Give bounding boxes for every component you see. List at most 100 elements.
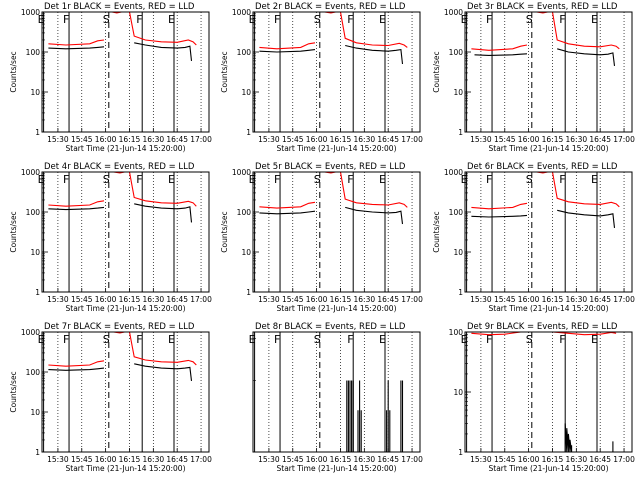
event-marker-label: F: [63, 13, 69, 26]
plot-frame: [464, 171, 633, 293]
x-tick-label: 16:30: [143, 295, 165, 304]
x-tick-label: 16:15: [330, 295, 352, 304]
plot-frame: [41, 331, 210, 453]
y-tick-label: 10: [30, 248, 40, 257]
event-marker-label: F: [347, 333, 353, 346]
x-axis-label: Start Time (21-Jun-14 15:20:00): [66, 144, 186, 153]
x-tick-label: 15:30: [47, 135, 69, 144]
event-marker-label: F: [559, 333, 565, 346]
plot-frame: [41, 11, 210, 133]
x-tick-label: 15:30: [470, 295, 492, 304]
events-series-line: [134, 42, 193, 61]
y-axis-label: Counts/sec: [432, 51, 441, 92]
lld-series-line: [471, 44, 528, 51]
lld-series-line: [551, 11, 620, 50]
chart-title: Det 5r BLACK = Events, RED = LLD: [255, 162, 406, 172]
x-tick-label: 16:00: [518, 295, 540, 304]
lld-series-line: [128, 11, 197, 46]
event-marker-label: E: [379, 173, 386, 186]
event-marker-label: E: [168, 333, 175, 346]
y-tick-label: 1: [458, 448, 463, 457]
x-tick-label: 16:30: [143, 135, 165, 144]
y-tick-label: 10: [241, 88, 251, 97]
y-tick-label: 100: [237, 48, 252, 57]
y-tick-label: 1: [35, 448, 40, 457]
y-tick-label: 10: [453, 88, 463, 97]
x-tick-label: 16:30: [566, 135, 588, 144]
x-tick-label: 16:00: [95, 135, 117, 144]
x-tick-label: 16:45: [377, 135, 399, 144]
events-series-line: [345, 206, 404, 225]
lld-series-line: [48, 360, 105, 367]
events-series-line: [471, 214, 528, 218]
x-axis-label: Start Time (21-Jun-14 15:20:00): [489, 304, 609, 313]
x-tick-label: 17:00: [190, 295, 212, 304]
x-tick-label: 16:00: [306, 135, 328, 144]
x-tick-label: 16:30: [354, 295, 376, 304]
event-marker-label: E: [591, 333, 598, 346]
event-marker-label: S: [526, 173, 533, 186]
y-axis-label: Counts/sec: [9, 211, 18, 252]
y-tick-label: 10: [241, 248, 251, 257]
x-tick-label: 17:00: [190, 135, 212, 144]
x-axis-label: Start Time (21-Jun-14 15:20:00): [66, 304, 186, 313]
lld-series-line: [128, 171, 197, 207]
chart-title: Det 1r BLACK = Events, RED = LLD: [44, 2, 195, 12]
events-series-line: [134, 363, 193, 381]
x-tick-label: 16:00: [95, 295, 117, 304]
x-tick-label: 15:45: [494, 135, 516, 144]
chart-panel: Det 6r BLACK = Events, RED = LLD 15:30 15:…: [432, 162, 635, 313]
y-tick-label: 1: [458, 288, 463, 297]
x-axis-label: Start Time (21-Jun-14 15:20:00): [277, 144, 397, 153]
x-tick-label: 16:15: [542, 295, 564, 304]
x-tick-label: 15:30: [470, 455, 492, 464]
events-series-line: [48, 46, 105, 50]
x-tick-label: 16:45: [377, 295, 399, 304]
events-series-line: [48, 367, 105, 371]
x-tick-label: 15:45: [71, 455, 93, 464]
event-marker-label: S: [103, 173, 110, 186]
y-tick-label: 100: [449, 48, 464, 57]
event-marker-label: E: [461, 333, 468, 346]
chart-panel: Det 2r BLACK = Events, RED = LLD 15:30 15:…: [220, 2, 423, 153]
y-tick-label: 1000: [21, 8, 40, 17]
event-marker-label: E: [38, 13, 45, 26]
x-tick-label: 15:30: [470, 135, 492, 144]
event-marker-label: F: [63, 333, 69, 346]
event-marker-label: F: [486, 13, 492, 26]
event-marker-label: F: [559, 173, 565, 186]
lld-series-line: [471, 202, 528, 210]
y-tick-label: 100: [26, 48, 41, 57]
y-tick-label: 100: [26, 208, 41, 217]
y-tick-label: 100: [26, 368, 41, 377]
event-marker-label: F: [274, 333, 280, 346]
x-tick-label: 16:15: [119, 135, 141, 144]
events-series-line: [259, 49, 316, 53]
plot-frame: [464, 11, 633, 133]
x-tick-label: 16:15: [119, 455, 141, 464]
events-series-line: [557, 209, 616, 228]
chart-title: Det 8r BLACK = Events, RED = LLD: [255, 322, 406, 332]
y-tick-label: 100: [237, 208, 252, 217]
x-tick-label: 16:15: [330, 455, 352, 464]
y-tick-label: 10: [453, 248, 463, 257]
x-tick-label: 16:30: [354, 455, 376, 464]
x-axis-label: Start Time (21-Jun-14 15:20:00): [277, 464, 397, 473]
events-series-line: [474, 53, 528, 56]
y-tick-label: 10: [453, 388, 463, 397]
events-series-line: [346, 380, 404, 453]
event-marker-label: E: [461, 173, 468, 186]
x-tick-label: 16:00: [518, 135, 540, 144]
x-tick-label: 15:45: [282, 135, 304, 144]
chart-title: Det 3r BLACK = Events, RED = LLD: [467, 2, 618, 12]
chart-panel: Det 5r BLACK = Events, RED = LLD 15:30 15:…: [220, 162, 423, 313]
x-tick-label: 16:45: [589, 135, 611, 144]
event-marker-label: E: [168, 173, 175, 186]
x-tick-label: 16:00: [306, 455, 328, 464]
events-series-line: [48, 206, 105, 211]
events-series-line: [345, 44, 404, 65]
chart-panel: Det 4r BLACK = Events, RED = LLD 15:30 15:…: [9, 162, 212, 313]
y-axis-label: Counts/sec: [220, 211, 229, 252]
event-marker-label: S: [314, 13, 321, 26]
y-tick-label: 1000: [21, 168, 40, 177]
